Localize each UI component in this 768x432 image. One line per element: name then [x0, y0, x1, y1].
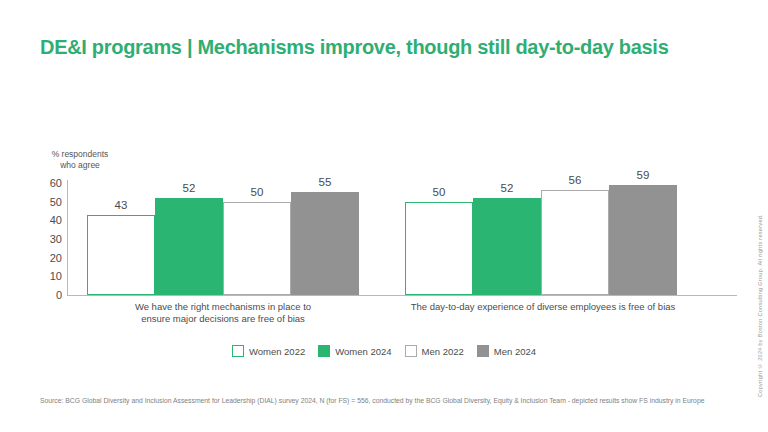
bar-value-label: 55 [291, 175, 359, 189]
bar-value-label: 52 [155, 181, 223, 195]
slide: DE&I programs | Mechanisms improve, thou… [0, 0, 768, 432]
bar-value-label: 43 [87, 198, 155, 212]
bar-value-label: 50 [223, 185, 291, 199]
bar-men-2024 [291, 192, 359, 295]
bar-women-2022 [405, 202, 473, 295]
bar-men-2022 [541, 190, 609, 295]
legend-swatch [405, 345, 417, 357]
y-tick-label: 0 [26, 288, 62, 302]
legend-swatch [318, 345, 330, 357]
legend-item: Men 2024 [477, 345, 536, 357]
y-tick-label: 50 [26, 195, 62, 209]
y-axis-title-line1: % respondents [40, 149, 120, 160]
bar-women-2024 [155, 198, 223, 295]
source-note: Source: BCG Global Diversity and Inclusi… [40, 396, 740, 406]
y-axis-title-line2: who agree [40, 160, 120, 171]
bar-value-label: 52 [473, 181, 541, 195]
legend-item: Men 2022 [405, 345, 464, 357]
category-label: The day-to-day experience of diverse emp… [323, 301, 763, 313]
legend-swatch [232, 345, 244, 357]
category-label-line: The day-to-day experience of diverse emp… [323, 301, 763, 313]
bar-men-2022 [223, 202, 291, 295]
legend-swatch [477, 345, 489, 357]
y-axis-line [67, 180, 68, 295]
legend-item: Women 2022 [232, 345, 305, 357]
bar-women-2024 [473, 198, 541, 295]
bar-value-label: 50 [405, 185, 473, 199]
chart-legend: Women 2022 Women 2024 Men 2022 Men 2024 [0, 345, 768, 357]
y-tick-label: 30 [26, 232, 62, 246]
legend-label: Women 2024 [335, 346, 391, 357]
slide-title: DE&I programs | Mechanisms improve, thou… [40, 36, 668, 59]
bar-value-label: 59 [609, 168, 677, 182]
legend-label: Men 2024 [494, 346, 536, 357]
y-tick-label: 20 [26, 251, 62, 265]
copyright-note: Copyright © 2024 by Boston Consulting Gr… [757, 152, 763, 397]
bar-women-2022 [87, 215, 155, 295]
bar-men-2024 [609, 185, 677, 295]
y-axis-title: % respondents who agree [40, 149, 120, 171]
category-label-line: ensure major decisions are free of bias [3, 313, 443, 325]
legend-label: Men 2022 [422, 346, 464, 357]
y-tick-label: 40 [26, 213, 62, 227]
legend-item: Women 2024 [318, 345, 391, 357]
x-axis-line [67, 295, 737, 296]
bar-value-label: 56 [541, 173, 609, 187]
y-tick-label: 60 [26, 176, 62, 190]
y-tick-label: 10 [26, 269, 62, 283]
legend-label: Women 2022 [249, 346, 305, 357]
